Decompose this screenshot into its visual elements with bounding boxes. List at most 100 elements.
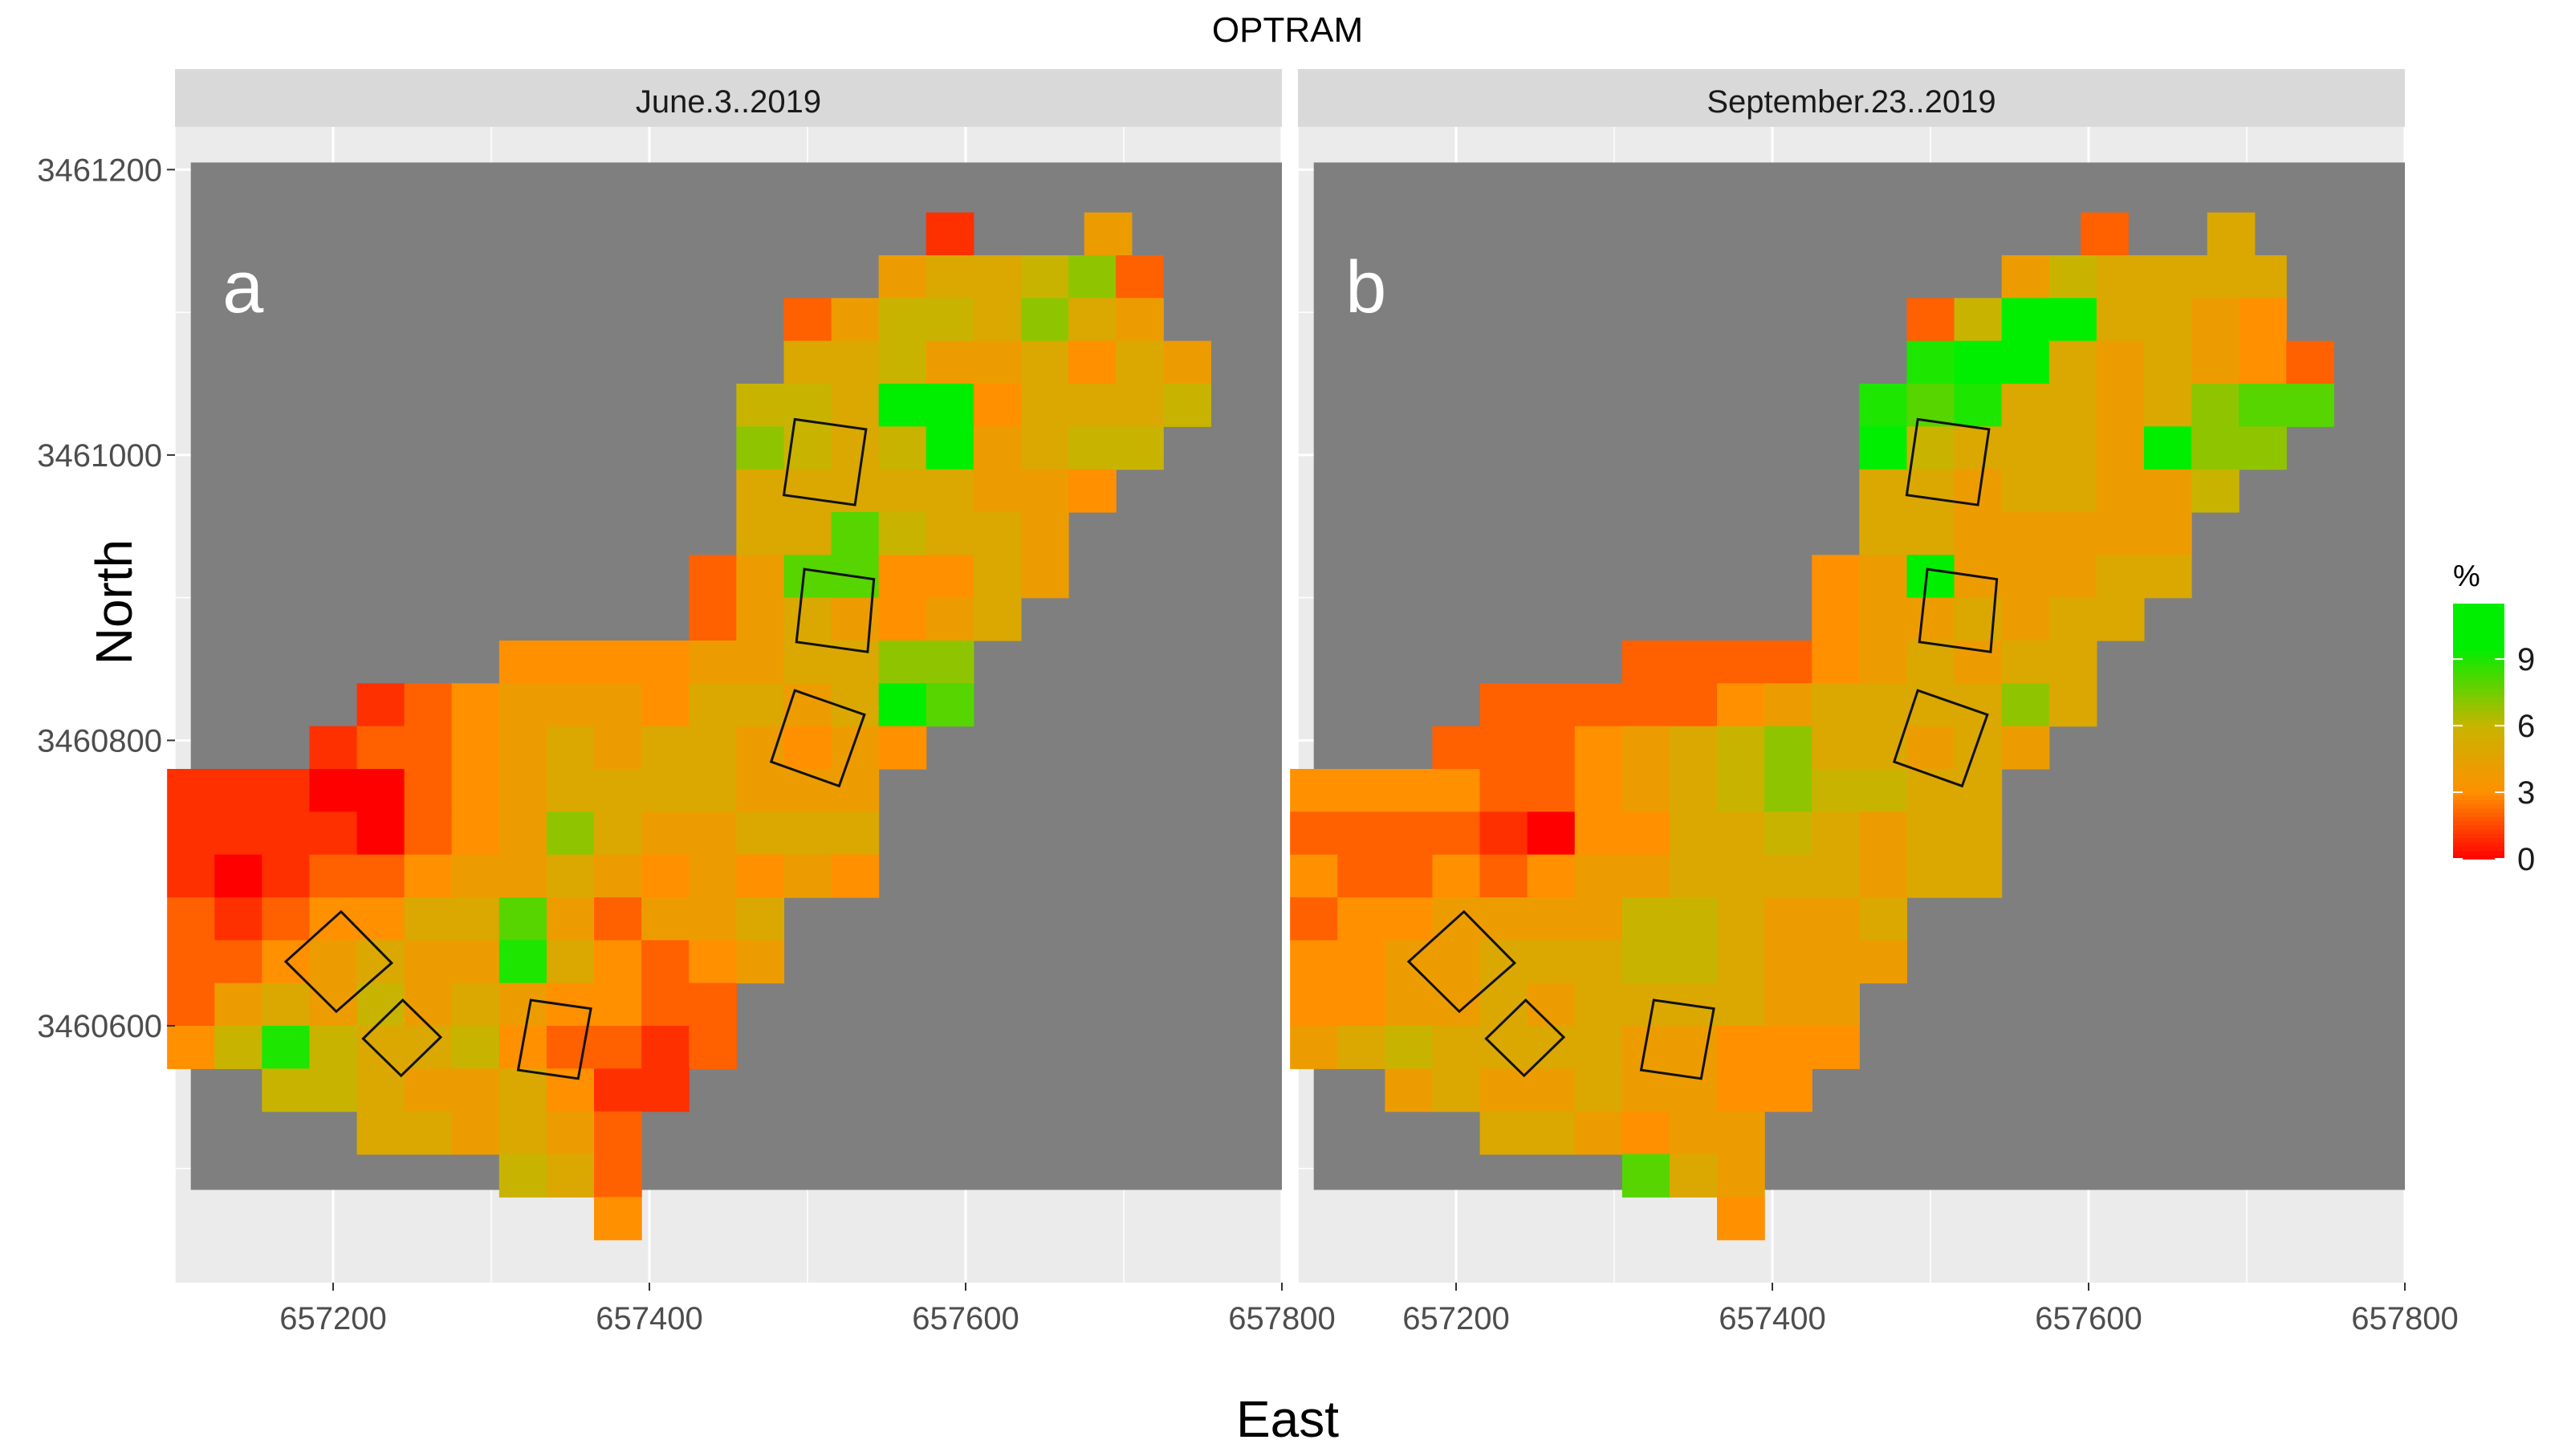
- heat-cell: [356, 854, 405, 898]
- heat-cell: [356, 1111, 405, 1155]
- heat-cell: [1337, 854, 1385, 898]
- legend-color-step: [2453, 854, 2504, 860]
- heat-cell: [1432, 769, 1481, 812]
- heat-cell: [356, 897, 405, 941]
- heat-cell: [1717, 1154, 1765, 1198]
- heat-cell: [1764, 1068, 1812, 1112]
- heat-cell: [1621, 940, 1670, 984]
- legend-color-step: [2453, 637, 2504, 643]
- heat-cell: [1812, 854, 1860, 898]
- heat-cell: [2001, 512, 2050, 555]
- heat-cell: [498, 897, 547, 941]
- heat-cell: [878, 641, 927, 684]
- heat-cell: [641, 940, 690, 984]
- heat-cell: [1116, 384, 1164, 427]
- legend-color-step: [2453, 667, 2504, 673]
- heat-cell: [1812, 726, 1860, 770]
- heat-cell: [167, 940, 215, 984]
- heat-cell: [641, 854, 690, 898]
- heat-cell: [262, 1068, 311, 1112]
- heat-cell: [1337, 1026, 1385, 1069]
- heat-cell: [783, 769, 832, 812]
- heat-cell: [2048, 683, 2097, 727]
- heat-cell: [1764, 940, 1812, 984]
- heat-cell: [1574, 897, 1623, 941]
- x-tick-label: 657800: [2351, 1301, 2458, 1336]
- heat-cell: [2143, 512, 2192, 555]
- heat-cell: [1906, 641, 1955, 684]
- heat-cell: [1906, 769, 1955, 812]
- heat-cell: [1068, 298, 1117, 342]
- heat-cell: [1479, 769, 1528, 812]
- sample-plot-outline: [283, 909, 394, 1014]
- heat-cell: [262, 1026, 311, 1069]
- legend-color-step: [2453, 706, 2504, 711]
- heat-cell: [1337, 769, 1385, 812]
- heat-cell: [2048, 255, 2097, 299]
- legend-color-step: [2453, 743, 2504, 749]
- heat-cell: [546, 641, 595, 684]
- heat-cell: [2143, 340, 2192, 384]
- heat-cell: [783, 340, 832, 384]
- heat-cell: [1163, 384, 1211, 427]
- heat-cell: [2143, 255, 2192, 299]
- heat-cell: [498, 982, 547, 1027]
- heat-cell: [2096, 555, 2145, 599]
- heat-cell: [1954, 726, 2003, 770]
- legend-color-step: [2453, 616, 2504, 621]
- heat-cell: [783, 597, 832, 641]
- heat-cell: [1859, 641, 1908, 684]
- legend-ticks: 0 3 6 9: [2453, 642, 2535, 877]
- heat-cell: [1621, 726, 1670, 770]
- legend-color-step: [2453, 756, 2504, 762]
- heat-cell: [926, 597, 974, 641]
- heat-cell: [1290, 811, 1338, 856]
- heat-cell: [1116, 255, 1164, 299]
- legend-color-step: [2453, 718, 2504, 724]
- heat-cell: [1954, 298, 2003, 342]
- heat-cell: [1859, 426, 1908, 470]
- heat-cell: [1432, 1068, 1481, 1112]
- heat-cell: [973, 512, 1022, 555]
- heat-cell: [1812, 1026, 1860, 1069]
- heat-cells: [167, 212, 1211, 1241]
- heat-cell: [451, 940, 500, 984]
- heat-cell: [1068, 340, 1117, 384]
- heat-cell: [1527, 811, 1576, 856]
- heat-cell: [309, 1068, 358, 1112]
- heat-cell: [641, 769, 690, 812]
- heat-cell: [1906, 298, 1955, 342]
- heat-cell: [2048, 555, 2097, 599]
- y-tick-label: 3461000: [37, 438, 162, 474]
- heat-cell: [689, 811, 737, 856]
- heat-cell: [1764, 1026, 1812, 1069]
- heat-cell: [689, 940, 737, 984]
- heat-cell: [641, 683, 690, 727]
- heat-cell: [2143, 426, 2192, 470]
- legend-color-step: [2453, 837, 2504, 843]
- heat-cell: [404, 683, 453, 727]
- panel-strip-label: September.23..2019: [1707, 84, 1995, 120]
- y-tick-label: 3461200: [37, 153, 162, 188]
- heat-cell: [689, 1026, 737, 1069]
- legend-color-step: [2453, 833, 2504, 839]
- heat-cell: [1764, 769, 1812, 812]
- legend-color-step: [2453, 650, 2504, 656]
- legend-color-step: [2453, 735, 2504, 741]
- legend-tick-label: 0: [2517, 842, 2535, 877]
- heat-cell: [1859, 597, 1908, 641]
- sample-plot-outline: [1406, 909, 1517, 1014]
- panel-b: September.23..2019 b: [1290, 69, 2406, 1283]
- panel-a: June.3..2019 a: [167, 69, 1284, 1283]
- heat-cell: [1764, 726, 1812, 770]
- heat-cell: [1717, 769, 1765, 812]
- heat-cell: [2239, 298, 2287, 342]
- heat-cell: [926, 426, 974, 470]
- heat-cell: [546, 769, 595, 812]
- heat-cell: [2143, 555, 2192, 599]
- heat-cell: [356, 811, 405, 856]
- heat-cell: [1479, 683, 1528, 727]
- heat-cell: [1385, 897, 1434, 941]
- heat-cell: [262, 897, 311, 941]
- sample-plot-outline: [1892, 689, 1989, 788]
